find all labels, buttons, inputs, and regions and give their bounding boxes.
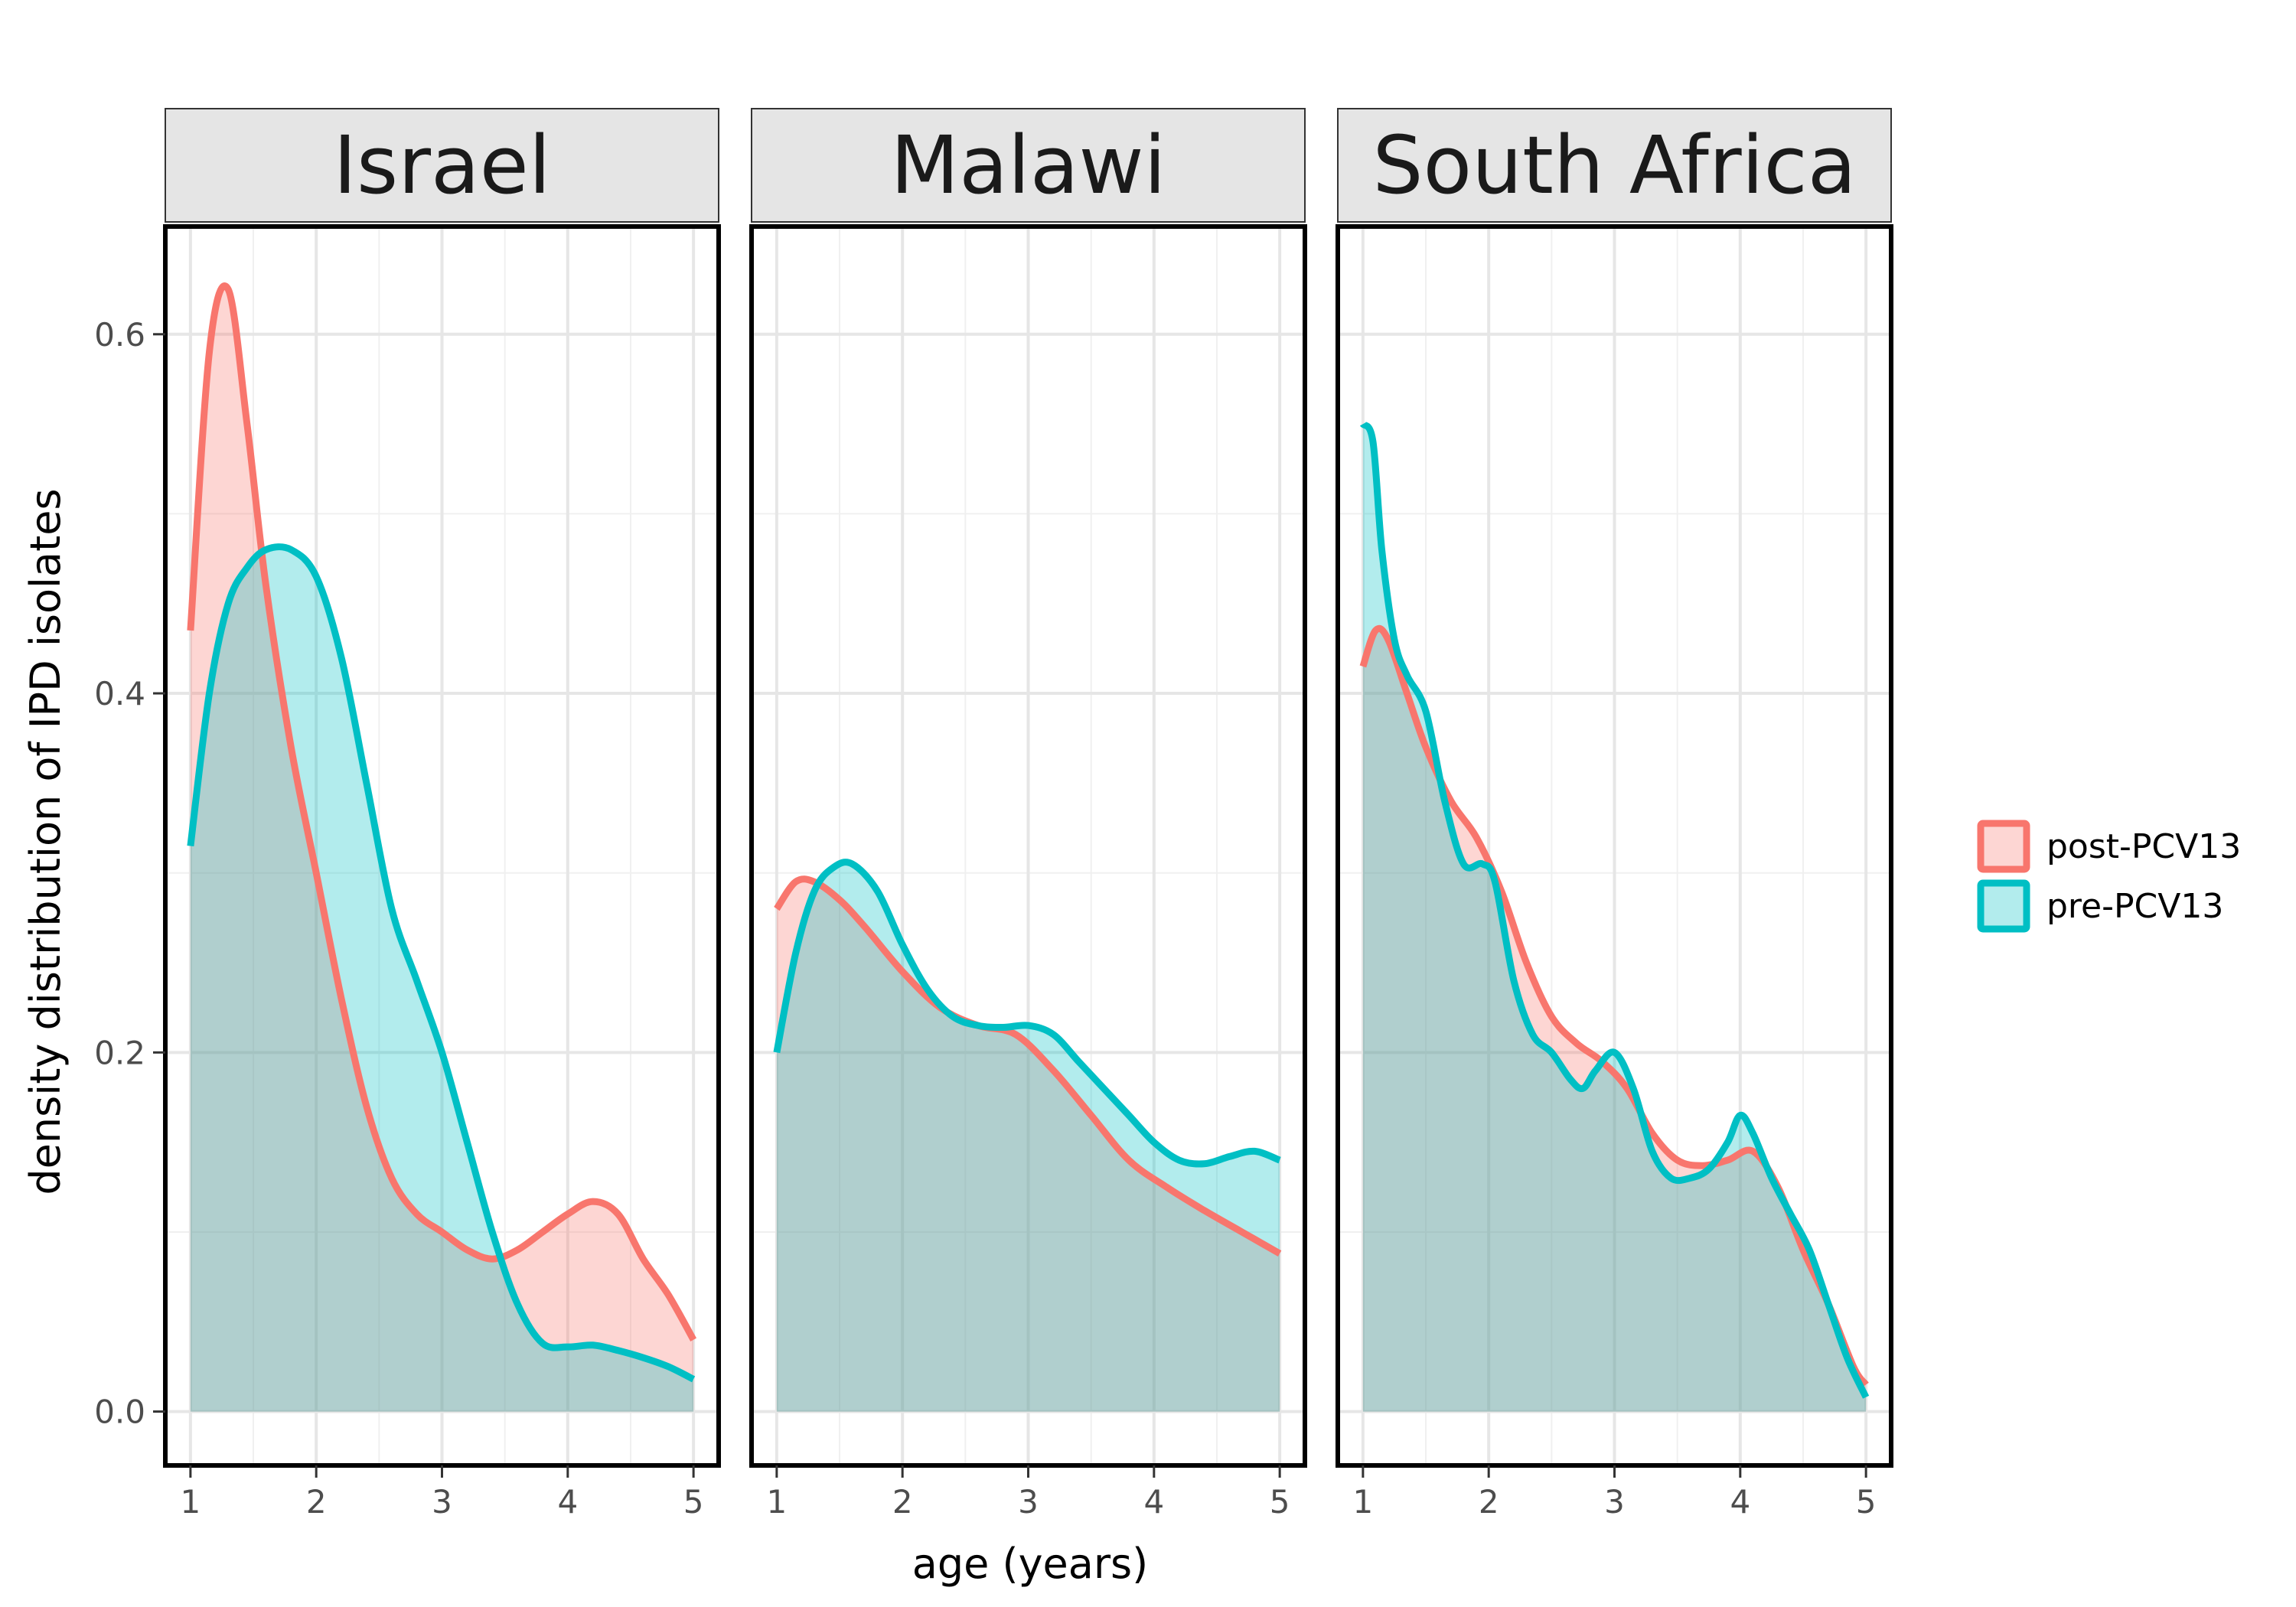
facet-title: South Africa (1373, 119, 1857, 212)
density-line-pre-pcv13 (1359, 421, 1870, 1399)
x-tick-label: 3 (1604, 1483, 1625, 1521)
density-area-post-pcv13 (1362, 628, 1867, 1412)
density-line-pre-pcv13 (187, 543, 696, 1383)
grid-lines (752, 227, 1305, 1465)
density-line-pre-pcv13 (773, 859, 1281, 1168)
density-line-post-pcv13 (187, 282, 697, 1341)
y-tick-label: 0.6 (94, 316, 145, 354)
density-area-pre-pcv13 (1362, 424, 1867, 1412)
x-axis-title: age (years) (912, 1540, 1149, 1588)
legend-key-pre-pcv13 (1977, 879, 2030, 933)
facet-title: Malawi (890, 119, 1166, 212)
x-tick-label: 5 (1270, 1483, 1290, 1521)
x-tick-label: 1 (1352, 1483, 1373, 1521)
x-tick-label: 4 (557, 1483, 578, 1521)
x-tick-label: 2 (1479, 1483, 1499, 1521)
density-area-pre-pcv13 (776, 862, 1280, 1412)
x-tick-label: 1 (180, 1483, 201, 1521)
x-tick-label: 3 (432, 1483, 452, 1521)
facet-strip (751, 108, 1306, 223)
y-tick-label: 0.0 (94, 1393, 145, 1431)
x-tick-label: 2 (306, 1483, 327, 1521)
y-tick-label: 0.4 (94, 675, 145, 712)
x-tick-label: 1 (766, 1483, 787, 1521)
density-area-post-pcv13 (776, 878, 1280, 1412)
density-area-pre-pcv13 (190, 546, 694, 1412)
legend: post-PCV13 pre-PCV13 (1977, 820, 2241, 933)
density-area-post-pcv13 (190, 285, 694, 1412)
facet-strip (165, 108, 719, 223)
panel-south-africa: South Africa 1 2 3 4 5 (1336, 108, 1893, 1521)
legend-label: pre-PCV13 (2047, 887, 2223, 926)
y-axis-title: density distribution of IPD isolates (21, 488, 70, 1195)
x-tick-label: 5 (683, 1483, 704, 1521)
panel-malawi: Malawi 1 2 3 4 5 (749, 108, 1307, 1521)
x-tick-label: 3 (1018, 1483, 1039, 1521)
x-tick-label: 4 (1143, 1483, 1164, 1521)
legend-key-post-pcv13 (1977, 820, 2030, 873)
panel-israel: Israel 1 2 3 4 5 0.0 0.2 0.4 0.6 (94, 108, 721, 1521)
facet-title: Israel (333, 119, 550, 212)
legend-label: post-PCV13 (2047, 827, 2241, 866)
facet-strip (1337, 108, 1892, 223)
x-tick-label: 5 (1856, 1483, 1877, 1521)
x-tick-label: 4 (1730, 1483, 1750, 1521)
y-tick-label: 0.2 (94, 1034, 145, 1071)
x-tick-label: 2 (892, 1483, 913, 1521)
